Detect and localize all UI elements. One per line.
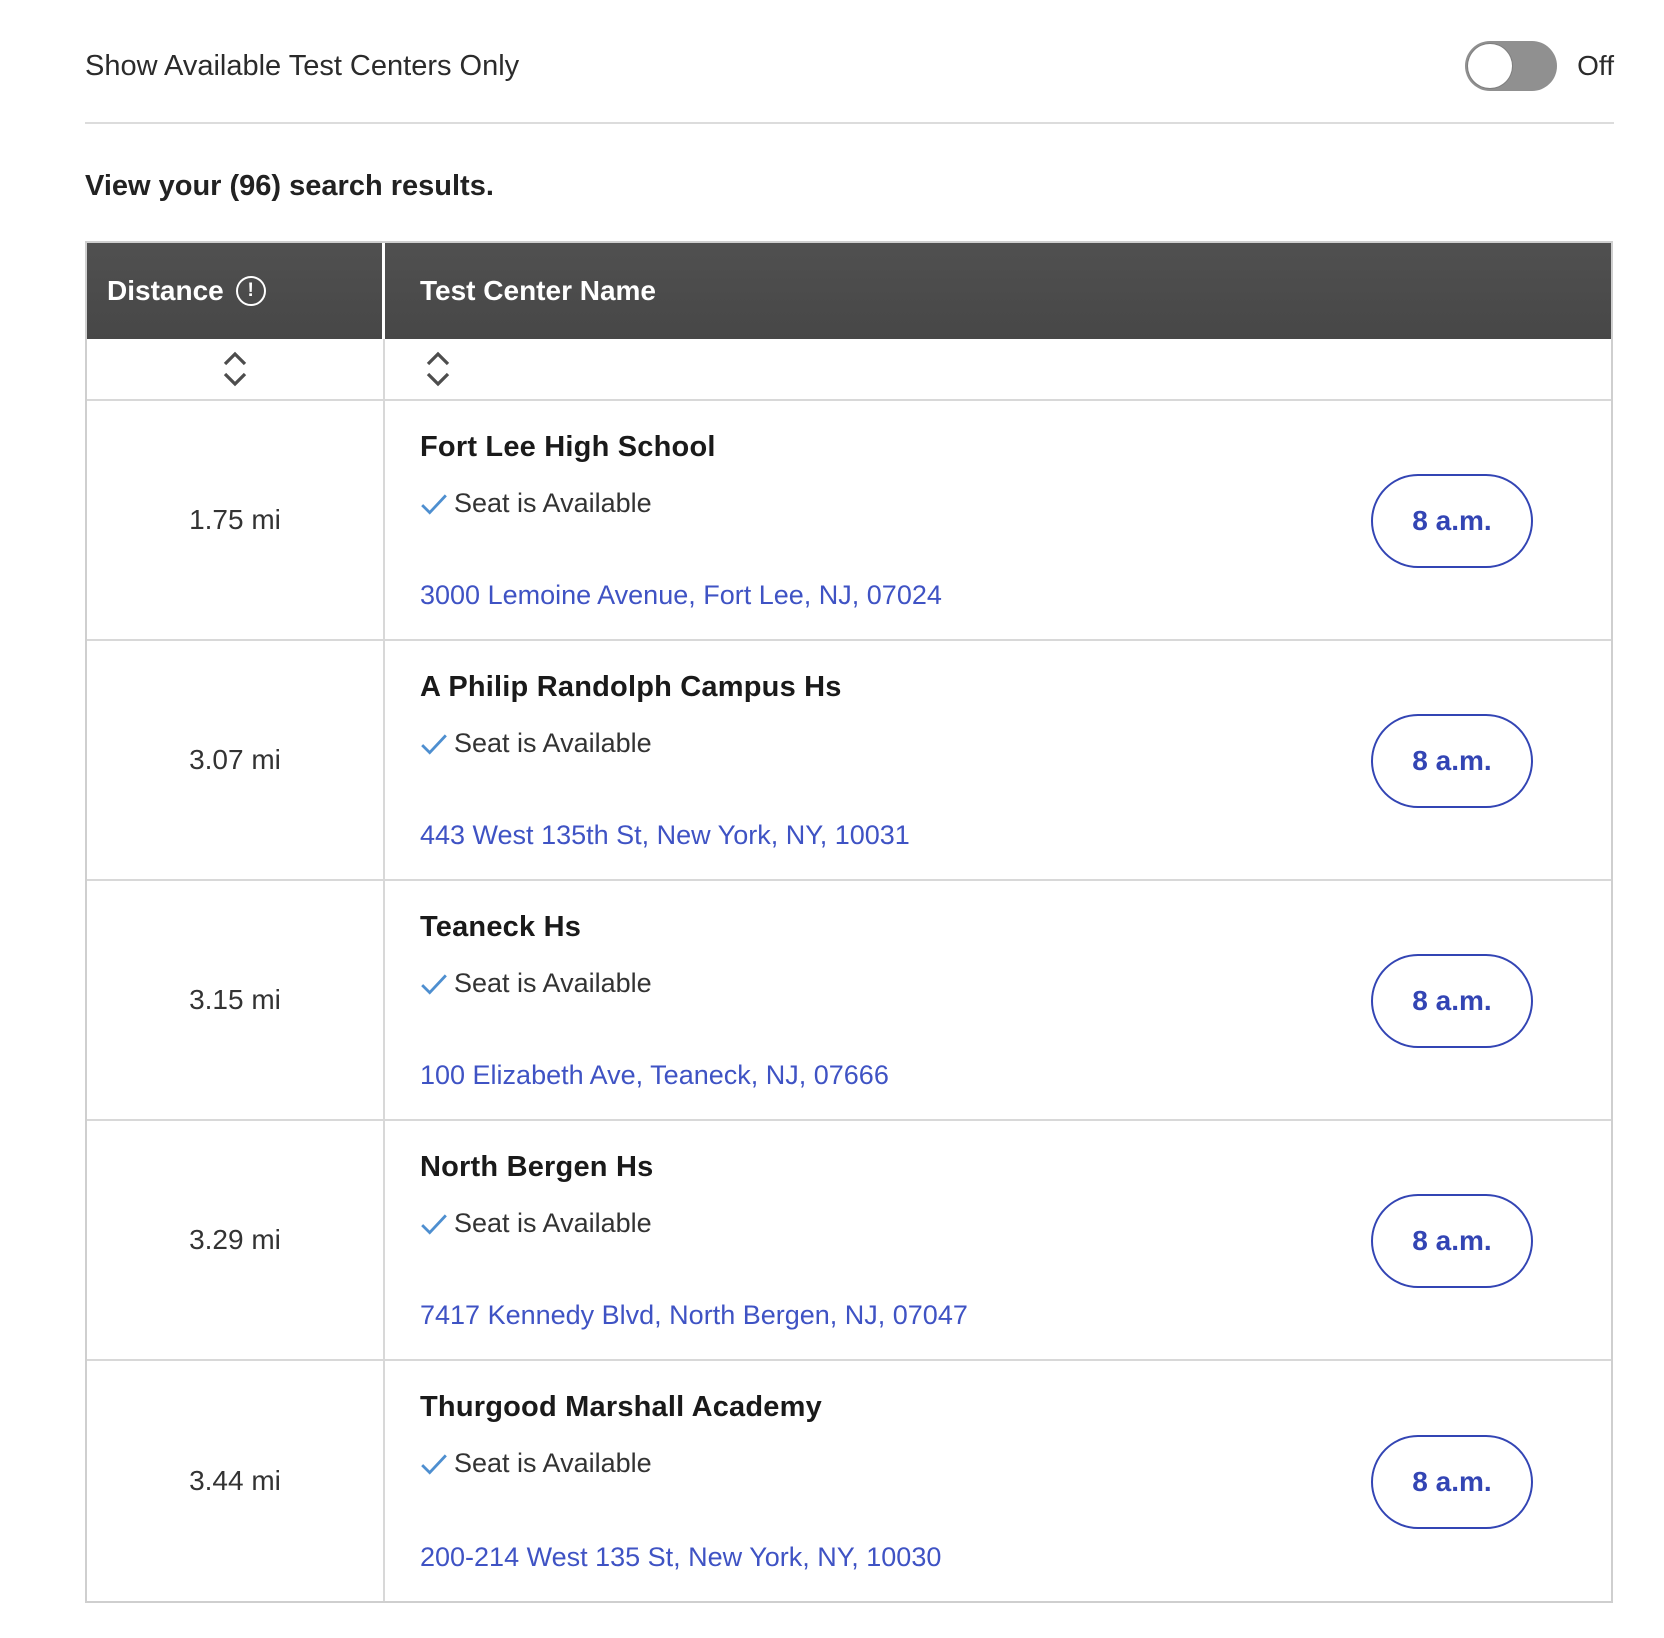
address-link[interactable]: 7417 Kennedy Blvd, North Bergen, NJ, 070… xyxy=(420,1300,968,1330)
seat-status-label: Seat is Available xyxy=(454,1448,652,1478)
seat-status: Seat is Available xyxy=(420,488,1371,519)
address-link[interactable]: 443 West 135th St, New York, NY, 10031 xyxy=(420,820,910,850)
distance-value: 3.44 mi xyxy=(189,1465,281,1496)
info-icon[interactable]: ! xyxy=(235,276,266,306)
distance-cell: 3.44 mi xyxy=(87,1361,385,1601)
check-icon xyxy=(421,1453,447,1475)
test-center-name: Fort Lee High School xyxy=(420,431,716,463)
test-center-cell: A Philip Randolph Campus Hs Seat is Avai… xyxy=(385,641,1611,879)
table-body: 1.75 mi Fort Lee High School Seat is Ava… xyxy=(87,401,1611,1601)
test-center-details: Fort Lee High School Seat is Available 3… xyxy=(420,431,1371,611)
address-link[interactable]: 100 Elizabeth Ave, Teaneck, NJ, 07666 xyxy=(420,1060,889,1090)
test-center-details: North Bergen Hs Seat is Available 7417 K… xyxy=(420,1151,1371,1331)
test-center-cell: Teaneck Hs Seat is Available 100 Elizabe… xyxy=(385,881,1611,1119)
distance-value: 3.15 mi xyxy=(189,984,281,1015)
sort-controls-row xyxy=(87,339,1611,401)
seat-status-label: Seat is Available xyxy=(454,728,652,758)
test-center-cell: Fort Lee High School Seat is Available 3… xyxy=(385,401,1611,639)
distance-cell: 3.29 mi xyxy=(87,1121,385,1359)
results-summary: View your (96) search results. xyxy=(85,170,494,202)
column-header-distance[interactable]: Distance ! xyxy=(87,243,385,339)
test-center-name: Thurgood Marshall Academy xyxy=(420,1391,822,1423)
filter-toggle-label: Show Available Test Centers Only xyxy=(85,49,520,82)
distance-cell: 3.15 mi xyxy=(87,881,385,1119)
check-icon xyxy=(421,733,447,755)
test-center-cell: North Bergen Hs Seat is Available 7417 K… xyxy=(385,1121,1611,1359)
check-icon xyxy=(421,493,447,515)
toggle-state-label: Off xyxy=(1577,50,1614,81)
toggle-knob-icon xyxy=(1468,44,1513,88)
seat-status-label: Seat is Available xyxy=(454,968,652,998)
results-table: Distance ! Test Center Name xyxy=(85,241,1613,1603)
seat-status-label: Seat is Available xyxy=(454,488,652,518)
sort-distance-icon[interactable] xyxy=(220,351,250,387)
test-center-cell: Thurgood Marshall Academy Seat is Availa… xyxy=(385,1361,1611,1601)
time-slot-button[interactable]: 8 a.m. xyxy=(1371,1435,1533,1529)
seat-status: Seat is Available xyxy=(420,968,1371,999)
test-center-name: Teaneck Hs xyxy=(420,911,582,943)
table-row: 3.44 mi Thurgood Marshall Academy Seat i… xyxy=(87,1361,1611,1601)
table-row: 1.75 mi Fort Lee High School Seat is Ava… xyxy=(87,401,1611,641)
section-divider xyxy=(85,122,1614,124)
test-center-details: Teaneck Hs Seat is Available 100 Elizabe… xyxy=(420,911,1371,1091)
test-center-details: Thurgood Marshall Academy Seat is Availa… xyxy=(420,1391,1371,1573)
sort-cell-test-center-name xyxy=(385,339,1611,399)
sort-test-center-name-icon[interactable] xyxy=(423,351,453,387)
column-header-test-center-name-label: Test Center Name xyxy=(420,275,657,306)
column-header-distance-label: Distance xyxy=(107,275,224,306)
sort-cell-distance xyxy=(87,339,385,399)
address-link[interactable]: 3000 Lemoine Avenue, Fort Lee, NJ, 07024 xyxy=(420,580,942,610)
seat-status: Seat is Available xyxy=(420,1208,1371,1239)
time-slot-button[interactable]: 8 a.m. xyxy=(1371,714,1533,808)
table-header-row: Distance ! Test Center Name xyxy=(87,243,1611,339)
distance-value: 3.29 mi xyxy=(189,1224,281,1255)
distance-value: 1.75 mi xyxy=(189,504,281,535)
test-center-name: A Philip Randolph Campus Hs xyxy=(420,671,842,703)
table-row: 3.15 mi Teaneck Hs Seat is Available 100… xyxy=(87,881,1611,1121)
test-center-details: A Philip Randolph Campus Hs Seat is Avai… xyxy=(420,671,1371,851)
table-row: 3.07 mi A Philip Randolph Campus Hs Seat… xyxy=(87,641,1611,881)
table-row: 3.29 mi North Bergen Hs Seat is Availabl… xyxy=(87,1121,1611,1361)
check-icon xyxy=(421,1213,447,1235)
distance-cell: 3.07 mi xyxy=(87,641,385,879)
filter-toggle-row: Show Available Test Centers Only Off xyxy=(85,38,1614,94)
seat-status: Seat is Available xyxy=(420,728,1371,759)
distance-value: 3.07 mi xyxy=(189,744,281,775)
seat-status-label: Seat is Available xyxy=(454,1208,652,1238)
available-only-toggle[interactable] xyxy=(1465,41,1558,91)
column-header-test-center-name[interactable]: Test Center Name xyxy=(385,243,1611,339)
time-slot-button[interactable]: 8 a.m. xyxy=(1371,1194,1533,1288)
distance-cell: 1.75 mi xyxy=(87,401,385,639)
time-slot-button[interactable]: 8 a.m. xyxy=(1371,474,1533,568)
check-icon xyxy=(421,973,447,995)
time-slot-button[interactable]: 8 a.m. xyxy=(1371,954,1533,1048)
address-link[interactable]: 200-214 West 135 St, New York, NY, 10030 xyxy=(420,1542,942,1572)
test-center-name: North Bergen Hs xyxy=(420,1151,654,1183)
seat-status: Seat is Available xyxy=(420,1448,1371,1479)
filter-toggle-group: Off xyxy=(1465,41,1614,91)
